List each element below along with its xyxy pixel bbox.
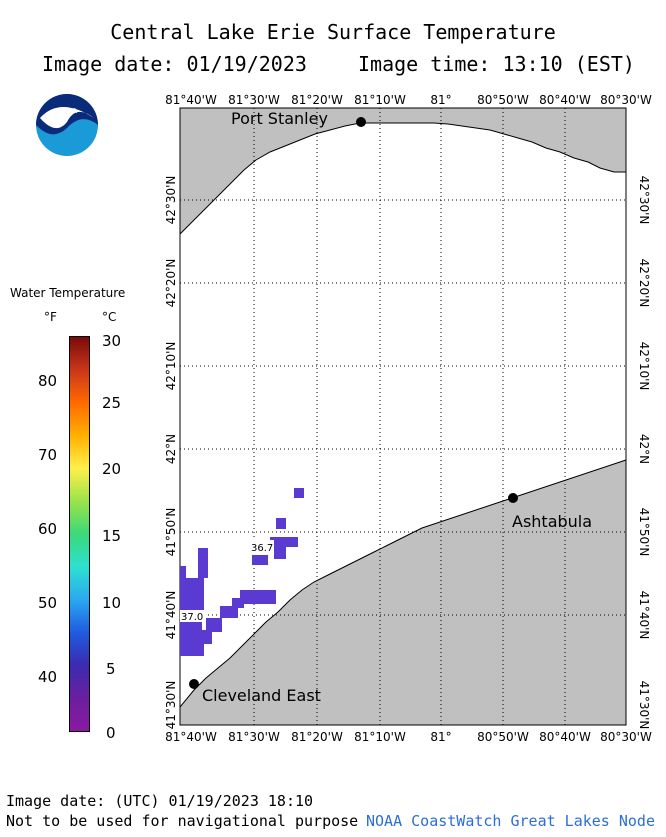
lat-label: 41°30'N [164,681,178,730]
footer-utc-date: Image date: (UTC) 01/19/2023 18:10 [6,792,314,810]
legend-tick-c: 20 [102,460,122,478]
city-ashtabula: Ashtabula [508,493,592,531]
lon-label: 81°20'W [291,730,343,744]
lon-label: 81°20'W [291,93,343,107]
noaa-logo-text: NOAA [57,107,78,115]
city-marker [356,117,366,127]
lon-label: 80°50'W [477,93,529,107]
lon-label: 80°30'W [600,730,652,744]
sst-reading-36-7: 36.7 [251,543,273,554]
chart-title: Central Lake Erie Surface Temperature [110,20,556,44]
legend-tick-f: 80 [38,372,58,390]
graticule [180,108,626,725]
lat-label: 42°10'N [164,342,178,391]
lat-labels-left: 41°30'N 41°40'N 41°50'N 42°N 42°10'N 42°… [164,176,178,730]
image-time: Image time: 13:10 (EST) [358,52,635,76]
sst-reading-1: 36.7 [250,540,274,554]
city-label-port-stanley: Port Stanley [231,109,328,128]
lon-label: 80°40'W [539,730,591,744]
lat-label: 42°10'N [637,342,651,391]
legend-unit-c: °C [102,310,117,324]
lat-label: 42°N [164,434,178,464]
legend-tick-c: 15 [102,527,122,545]
lat-label: 41°40'N [637,591,651,640]
lat-label: 41°40'N [164,591,178,640]
city-label-ashtabula: Ashtabula [512,512,592,531]
lon-label: 81°30'W [228,93,280,107]
legend-tick-c: 0 [106,724,116,742]
footer-credit-link[interactable]: NOAA CoastWatch Great Lakes Node [366,812,655,830]
lon-labels-bottom: 81°40'W 81°30'W 81°20'W 81°10'W 81° 80°5… [165,730,652,744]
legend-unit-f: °F [44,310,57,324]
image-date: Image date: 01/19/2023 [42,52,307,76]
legend-tick-f: 50 [38,594,58,612]
south-shore-land [179,459,627,726]
lat-label: 41°30'N [637,681,651,730]
lat-label: 41°50'N [637,508,651,557]
legend-tick-c: 30 [102,332,122,350]
lat-label: 42°N [637,434,651,464]
noaa-logo: NOAA [36,94,98,156]
legend-tick-c: 10 [102,594,122,612]
lat-label: 42°30'N [637,176,651,225]
city-port-stanley: Port Stanley [231,109,366,128]
sst-reading-37-0: 37.0 [181,612,203,623]
map-frame [179,107,627,726]
lon-labels-top: 81°40'W 81°30'W 81°20'W 81°10'W 81° 80°5… [165,93,652,107]
lon-label: 81°40'W [165,93,217,107]
legend-tick-c: 25 [102,394,122,412]
city-marker [189,679,199,689]
lon-label: 80°50'W [477,730,529,744]
lon-label: 81°40'W [165,730,217,744]
sst-pixels [180,488,304,656]
legend-title: Water Temperature [10,286,126,300]
lon-label: 81° [430,93,451,107]
legend-tick-f: 60 [38,520,58,538]
lon-label: 81°30'W [228,730,280,744]
temperature-colorbar [69,336,90,732]
city-label-cleveland-east: Cleveland East [202,686,321,705]
lon-label: 81°10'W [354,730,406,744]
footer-nav-note: Not to be used for navigational purpose [6,812,359,830]
sst-reading-2: 37.0 [180,610,206,623]
lat-labels-right: 41°30'N 41°40'N 41°50'N 42°N 42°10'N 42°… [637,176,651,730]
lat-label: 42°30'N [164,176,178,225]
lon-label: 81° [430,730,451,744]
lat-label: 42°20'N [637,259,651,308]
city-marker [508,493,518,503]
north-shore-land [179,107,627,236]
legend-tick-f: 40 [38,668,58,686]
lat-label: 41°50'N [164,508,178,557]
lon-label: 80°30'W [600,93,652,107]
city-cleveland-east: Cleveland East [189,679,321,705]
legend-tick-c: 5 [106,660,116,678]
legend-tick-f: 70 [38,446,58,464]
lon-label: 80°40'W [539,93,591,107]
lat-label: 42°20'N [164,259,178,308]
lon-label: 81°10'W [354,93,406,107]
